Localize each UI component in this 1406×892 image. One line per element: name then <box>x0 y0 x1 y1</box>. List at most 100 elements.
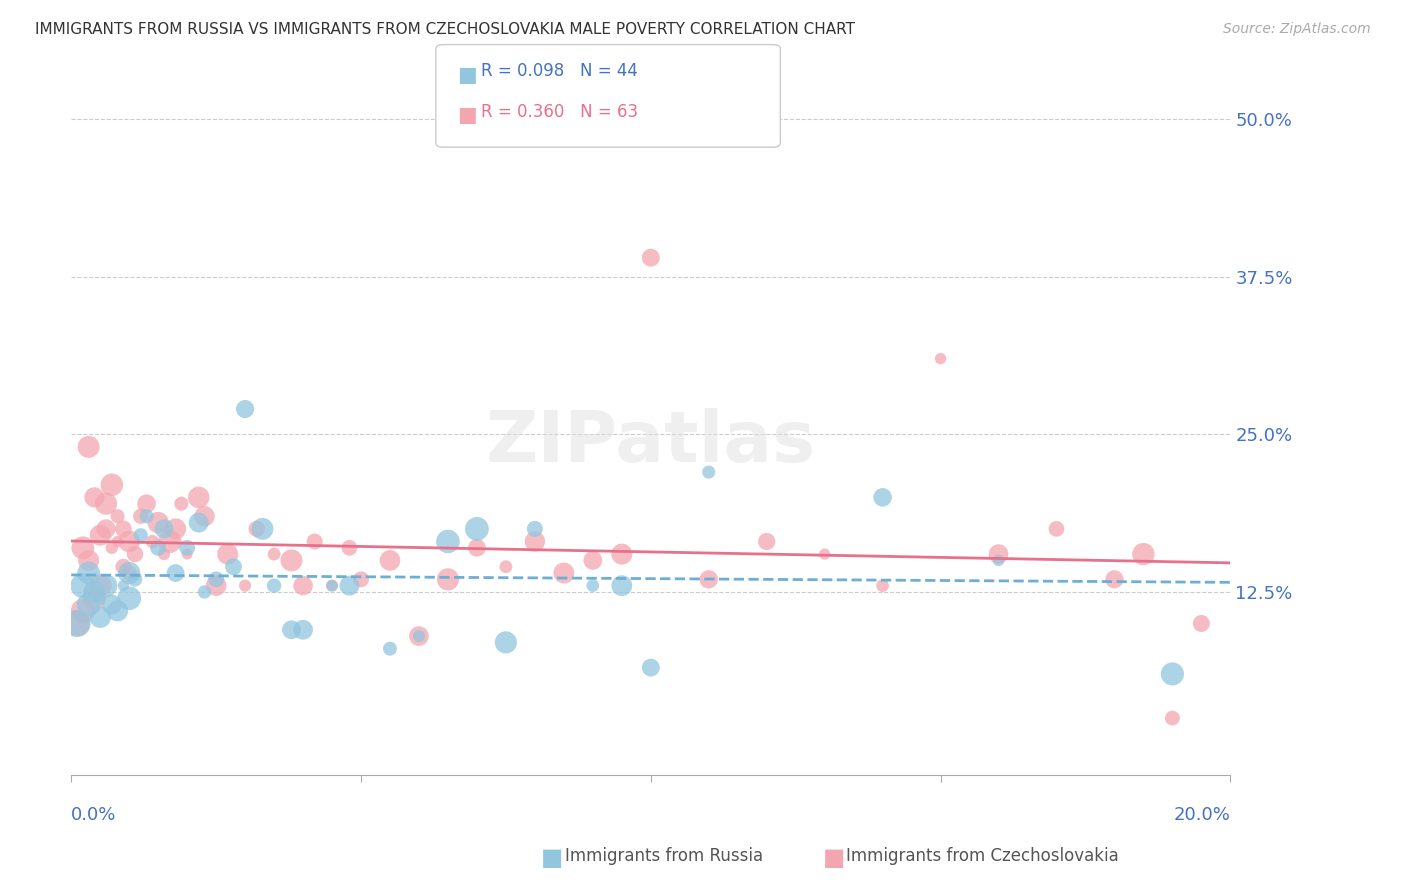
Point <box>987 547 1010 561</box>
Point <box>217 547 239 561</box>
Point <box>118 591 141 606</box>
Point <box>814 547 837 561</box>
Point <box>523 534 546 549</box>
Point <box>408 629 430 643</box>
Point <box>118 534 141 549</box>
Point <box>339 541 361 555</box>
Point <box>495 635 517 649</box>
Text: ■: ■ <box>541 847 564 870</box>
Point <box>437 572 460 586</box>
Point <box>89 591 111 606</box>
Point <box>246 522 269 536</box>
Point <box>72 604 94 618</box>
Point <box>89 610 111 624</box>
Point <box>94 497 117 511</box>
Point <box>124 572 146 586</box>
Point <box>77 440 100 454</box>
Point <box>929 351 952 366</box>
Point <box>66 616 89 631</box>
Point <box>465 541 488 555</box>
Point <box>1045 522 1067 536</box>
Point <box>83 591 105 606</box>
Point <box>146 516 169 530</box>
Point <box>872 579 894 593</box>
Point <box>280 623 302 637</box>
Text: Immigrants from Russia: Immigrants from Russia <box>565 847 763 865</box>
Point <box>495 559 517 574</box>
Point <box>101 598 124 612</box>
Point <box>465 522 488 536</box>
Text: ■: ■ <box>823 847 845 870</box>
Point <box>135 497 157 511</box>
Point <box>205 572 228 586</box>
Text: R = 0.360   N = 63: R = 0.360 N = 63 <box>481 103 638 120</box>
Point <box>1132 547 1154 561</box>
Point <box>94 522 117 536</box>
Point <box>378 641 401 656</box>
Point <box>378 553 401 567</box>
Text: Immigrants from Czechoslovakia: Immigrants from Czechoslovakia <box>846 847 1119 865</box>
Point <box>1161 711 1184 725</box>
Point <box>233 402 256 417</box>
Point <box>72 541 94 555</box>
Point <box>553 566 575 580</box>
Point <box>112 579 135 593</box>
Point <box>101 477 124 491</box>
Point <box>1104 572 1126 586</box>
Point <box>89 579 111 593</box>
Point <box>141 534 163 549</box>
Point <box>205 579 228 593</box>
Point <box>233 579 256 593</box>
Point <box>610 579 633 593</box>
Point <box>89 528 111 542</box>
Point <box>582 579 605 593</box>
Point <box>77 598 100 612</box>
Point <box>193 509 215 524</box>
Point <box>1161 667 1184 681</box>
Point <box>292 623 315 637</box>
Point <box>187 491 209 505</box>
Point <box>118 566 141 580</box>
Point <box>437 534 460 549</box>
Point <box>124 547 146 561</box>
Point <box>129 509 152 524</box>
Point <box>107 604 129 618</box>
Point <box>292 579 315 593</box>
Point <box>107 534 129 549</box>
Point <box>697 572 720 586</box>
Point <box>339 579 361 593</box>
Point <box>83 491 105 505</box>
Point <box>697 465 720 479</box>
Point <box>321 579 343 593</box>
Point <box>350 572 373 586</box>
Text: 0.0%: 0.0% <box>72 806 117 824</box>
Point <box>135 509 157 524</box>
Point <box>146 541 169 555</box>
Point <box>165 566 187 580</box>
Point <box>280 553 302 567</box>
Point <box>872 491 894 505</box>
Point <box>153 547 176 561</box>
Point <box>112 522 135 536</box>
Point <box>165 522 187 536</box>
Point <box>94 579 117 593</box>
Point <box>153 522 176 536</box>
Point <box>77 553 100 567</box>
Point <box>187 516 209 530</box>
Point <box>321 579 343 593</box>
Point <box>118 566 141 580</box>
Point <box>582 553 605 567</box>
Point <box>83 585 105 599</box>
Text: ■: ■ <box>457 105 477 125</box>
Point <box>129 528 152 542</box>
Point <box>222 559 245 574</box>
Point <box>176 541 198 555</box>
Text: R = 0.098   N = 44: R = 0.098 N = 44 <box>481 62 638 80</box>
Point <box>755 534 778 549</box>
Point <box>640 660 662 674</box>
Point <box>640 251 662 265</box>
Point <box>159 534 181 549</box>
Point <box>523 522 546 536</box>
Text: ZIPatlas: ZIPatlas <box>485 409 815 477</box>
Point <box>193 585 215 599</box>
